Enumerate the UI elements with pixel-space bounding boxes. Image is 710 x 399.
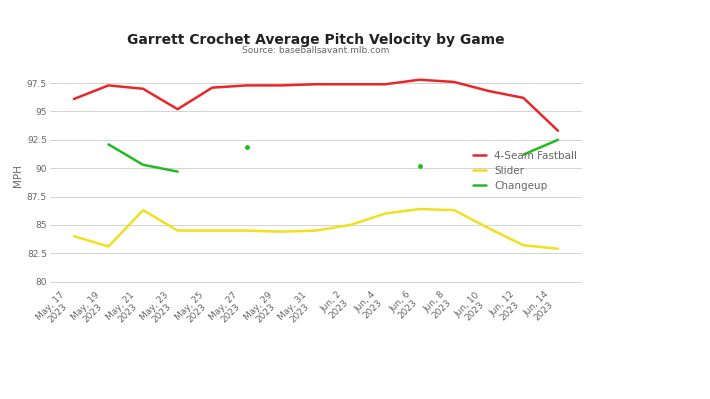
4-Seam Fastball bbox=[450, 79, 459, 84]
Line: 4-Seam Fastball: 4-Seam Fastball bbox=[74, 80, 558, 131]
4-Seam Fastball bbox=[485, 89, 493, 93]
Slider bbox=[381, 211, 389, 216]
Slider bbox=[346, 223, 355, 227]
Slider bbox=[208, 228, 217, 233]
Text: Source: baseballsavant.mlb.com: Source: baseballsavant.mlb.com bbox=[242, 46, 390, 55]
Changeup bbox=[138, 162, 147, 167]
Slider bbox=[277, 229, 285, 234]
4-Seam Fastball bbox=[70, 97, 78, 101]
4-Seam Fastball bbox=[104, 83, 113, 88]
4-Seam Fastball bbox=[208, 85, 217, 90]
Slider bbox=[415, 207, 424, 211]
4-Seam Fastball bbox=[554, 128, 562, 133]
Line: Slider: Slider bbox=[74, 209, 558, 249]
Slider bbox=[173, 228, 182, 233]
Slider bbox=[104, 244, 113, 249]
4-Seam Fastball bbox=[243, 83, 251, 88]
Legend: 4-Seam Fastball, Slider, Changeup: 4-Seam Fastball, Slider, Changeup bbox=[473, 151, 577, 191]
Slider bbox=[138, 208, 147, 213]
4-Seam Fastball bbox=[312, 82, 320, 87]
Slider bbox=[312, 228, 320, 233]
Slider bbox=[485, 226, 493, 231]
Line: Changeup: Changeup bbox=[109, 144, 178, 172]
4-Seam Fastball bbox=[138, 87, 147, 91]
Slider bbox=[450, 208, 459, 213]
Slider bbox=[243, 228, 251, 233]
4-Seam Fastball bbox=[346, 82, 355, 87]
Changeup bbox=[173, 169, 182, 174]
4-Seam Fastball bbox=[381, 82, 389, 87]
4-Seam Fastball bbox=[173, 107, 182, 112]
Slider bbox=[70, 234, 78, 239]
Y-axis label: MPH: MPH bbox=[13, 164, 23, 187]
Slider bbox=[554, 246, 562, 251]
Title: Garrett Crochet Average Pitch Velocity by Game: Garrett Crochet Average Pitch Velocity b… bbox=[127, 34, 505, 47]
Slider bbox=[519, 243, 528, 248]
4-Seam Fastball bbox=[519, 95, 528, 100]
4-Seam Fastball bbox=[415, 77, 424, 82]
Changeup bbox=[104, 142, 113, 147]
4-Seam Fastball bbox=[277, 83, 285, 88]
